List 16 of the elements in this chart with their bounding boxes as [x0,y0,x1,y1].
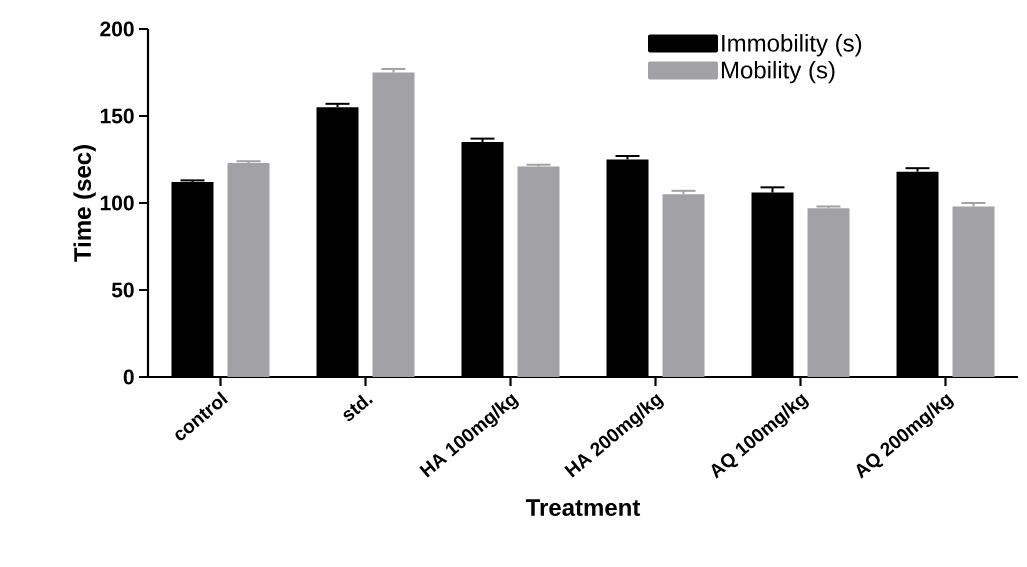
legend-label: Mobility (s) [721,60,835,84]
bar [517,166,560,377]
bar [662,194,705,377]
bar [952,206,995,377]
x-tick-label: std. [343,394,373,421]
y-tick-label: 150 [100,108,134,124]
bar [227,162,270,377]
y-axis-title: Time (sec) [73,145,96,262]
bar [372,72,415,377]
y-tick-label: 50 [111,282,134,298]
x-axis-title: Treatment [525,499,641,517]
bar [807,208,850,377]
y-tick-label: 0 [123,369,134,385]
y-tick-label: 200 [100,21,134,37]
legend-label: Immobility (s) [722,34,862,57]
y-tick-label: 100 [100,195,134,211]
